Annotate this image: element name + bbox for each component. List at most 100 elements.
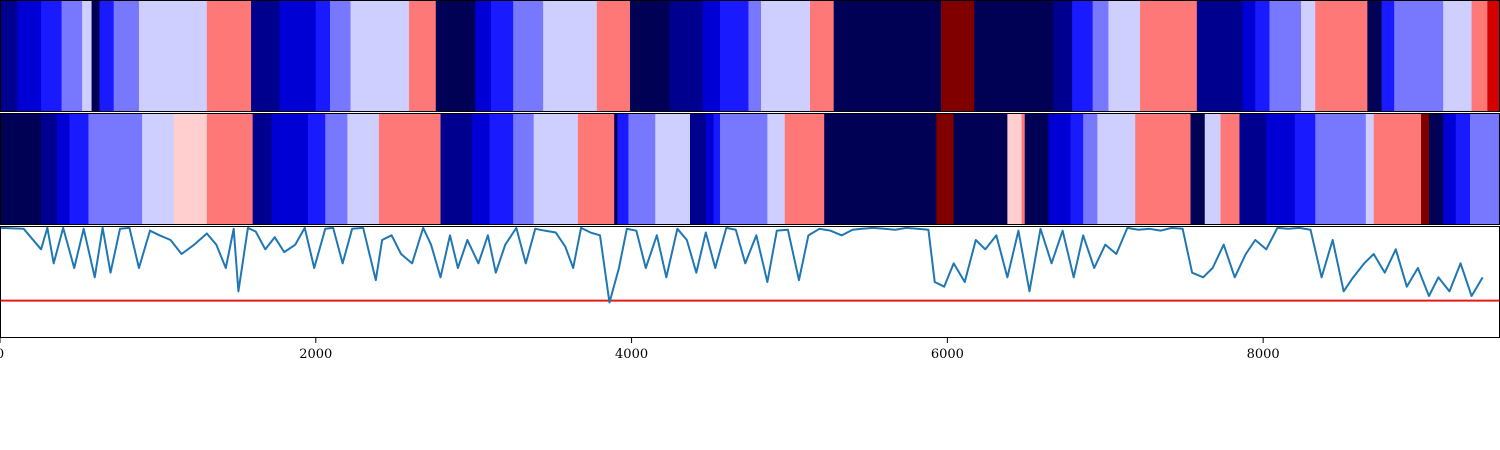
heatmap-cell-r1-37: [1048, 113, 1072, 225]
heatmap-cell-r0-29: [833, 0, 942, 112]
heatmap-cell-r1-2: [56, 113, 71, 225]
heatmap-cell-r1-16: [472, 113, 491, 225]
heatmap-cell-r1-30: [784, 113, 825, 225]
heatmap-cell-r0-35: [1108, 0, 1141, 112]
heatmap-cell-r0-42: [1315, 0, 1368, 112]
heatmap-cell-r1-26: [705, 113, 715, 225]
heatmap-cell-r0-39: [1255, 0, 1271, 112]
heatmap-cell-r1-7: [173, 113, 208, 225]
heatmap-cell-r0-8: [138, 0, 208, 112]
heatmap-cell-r0-47: [1471, 0, 1488, 112]
heatmap-cell-r1-8: [206, 113, 254, 225]
heatmap-cell-r0-24: [702, 0, 721, 112]
heatmap-cell-r1-49: [1365, 113, 1375, 225]
heatmap-cell-r1-34: [1007, 113, 1023, 225]
x-tick-label-0: 0: [0, 347, 4, 362]
heatmap-cell-r0-6: [99, 0, 115, 112]
series-line: [0, 226, 1484, 304]
x-tick-label-4: 8000: [1247, 347, 1280, 362]
heatmap-cell-r1-17: [489, 113, 514, 225]
heatmap-cell-r1-14: [378, 113, 442, 225]
heatmap-cell-r1-11: [307, 113, 326, 225]
heatmap-cell-r1-24: [655, 113, 691, 225]
x-tick-label-2: 4000: [615, 347, 648, 362]
heatmap-row-top: [0, 0, 1500, 112]
heatmap-cell-r1-45: [1239, 113, 1267, 225]
heatmap-cell-r1-18: [513, 113, 535, 225]
heatmap-cell-r0-34: [1092, 0, 1110, 112]
heatmap-cell-r1-35: [1021, 113, 1026, 225]
heatmap-cell-r0-10: [251, 0, 281, 112]
heatmap-cell-r1-31: [824, 113, 937, 225]
heatmap-cell-r0-41: [1301, 0, 1316, 112]
heatmap-cell-r0-27: [761, 0, 811, 112]
heatmap-cell-r1-50: [1373, 113, 1422, 225]
heatmap-cell-r1-54: [1455, 113, 1471, 225]
heatmap-cell-r1-51: [1421, 113, 1430, 225]
heatmap-cell-r1-13: [347, 113, 380, 225]
heatmap-cell-r0-43: [1367, 0, 1383, 112]
heatmap-cell-r1-48: [1315, 113, 1367, 225]
heatmap-cell-r1-25: [690, 113, 707, 225]
heatmap-cell-r1-4: [88, 113, 115, 225]
heatmap-cell-r0-2: [41, 0, 63, 112]
heatmap-cell-r1-32: [936, 113, 955, 225]
heatmap-cell-r1-1: [41, 113, 58, 225]
heatmap-cell-r1-0: [0, 113, 42, 225]
heatmap-cell-r1-23: [628, 113, 656, 225]
heatmap-cell-r0-1: [17, 0, 42, 112]
x-axis: 0 2000 4000 6000 8000: [0, 338, 1280, 362]
heatmap-cell-r1-36: [1024, 113, 1050, 225]
x-tick-label-1: 2000: [299, 347, 332, 362]
heatmap-cell-r0-21: [596, 0, 631, 112]
heatmap-cell-r1-10: [271, 113, 309, 225]
heatmap-cell-r0-19: [513, 0, 544, 112]
heatmap-cell-r1-9: [252, 113, 273, 225]
line-plot-background: [0, 226, 1500, 338]
heatmap-cell-r0-38: [1242, 0, 1256, 112]
heatmap-cell-r0-44: [1381, 0, 1395, 112]
heatmap-cell-r1-47: [1294, 113, 1316, 225]
heatmap-cell-r0-40: [1269, 0, 1302, 112]
heatmap-cell-r1-41: [1135, 113, 1192, 225]
heatmap-cell-r1-29: [767, 113, 786, 225]
heatmap-cell-r0-11: [279, 0, 317, 112]
heatmap-cell-r0-22: [630, 0, 671, 112]
heatmap-cell-r0-26: [748, 0, 762, 112]
heatmap-cell-r0-28: [810, 0, 835, 112]
x-tick-label-3: 6000: [931, 347, 964, 362]
heatmap-cell-r1-42: [1190, 113, 1206, 225]
heatmap-cell-r0-46: [1443, 0, 1473, 112]
heatmap-cell-r0-20: [543, 0, 598, 112]
heatmap-cell-r0-14: [350, 0, 410, 112]
heatmap-cell-r0-17: [475, 0, 492, 112]
heatmap-cell-r0-12: [315, 0, 331, 112]
heatmap-cell-r0-3: [61, 0, 83, 112]
heatmap-cell-r1-46: [1266, 113, 1296, 225]
heatmap-cell-r0-30: [941, 0, 975, 112]
heatmap-cell-r0-37: [1196, 0, 1244, 112]
heatmap-cell-r1-40: [1097, 113, 1136, 225]
heatmap-cell-r1-43: [1204, 113, 1222, 225]
heatmap-cell-r0-31: [974, 0, 1054, 112]
heatmap-cell-r0-18: [491, 0, 514, 112]
heatmap-cell-r0-33: [1072, 0, 1094, 112]
heatmap-row-middle: [0, 113, 1500, 225]
heatmap-cell-r0-16: [435, 0, 476, 112]
heatmap-cell-r0-0: [0, 0, 18, 112]
heatmap-cell-r1-12: [325, 113, 348, 225]
heatmap-cell-r1-5: [113, 113, 143, 225]
heatmap-cell-r0-7: [113, 0, 140, 112]
heatmap-cell-r1-38: [1070, 113, 1084, 225]
heatmap-cell-r0-23: [669, 0, 704, 112]
heatmap-cell-r0-5: [91, 0, 101, 112]
heatmap-cell-r0-15: [408, 0, 437, 112]
heatmap-cell-r1-44: [1220, 113, 1241, 225]
heatmap-cell-r1-39: [1083, 113, 1098, 225]
heatmap-cell-r0-45: [1394, 0, 1444, 112]
heatmap-cell-r0-36: [1140, 0, 1198, 112]
heatmap-cell-r0-32: [1053, 0, 1073, 112]
line-plot-panel: [0, 226, 1500, 338]
heatmap-cell-r1-6: [142, 113, 175, 225]
heatmap-cell-r1-22: [617, 113, 630, 225]
